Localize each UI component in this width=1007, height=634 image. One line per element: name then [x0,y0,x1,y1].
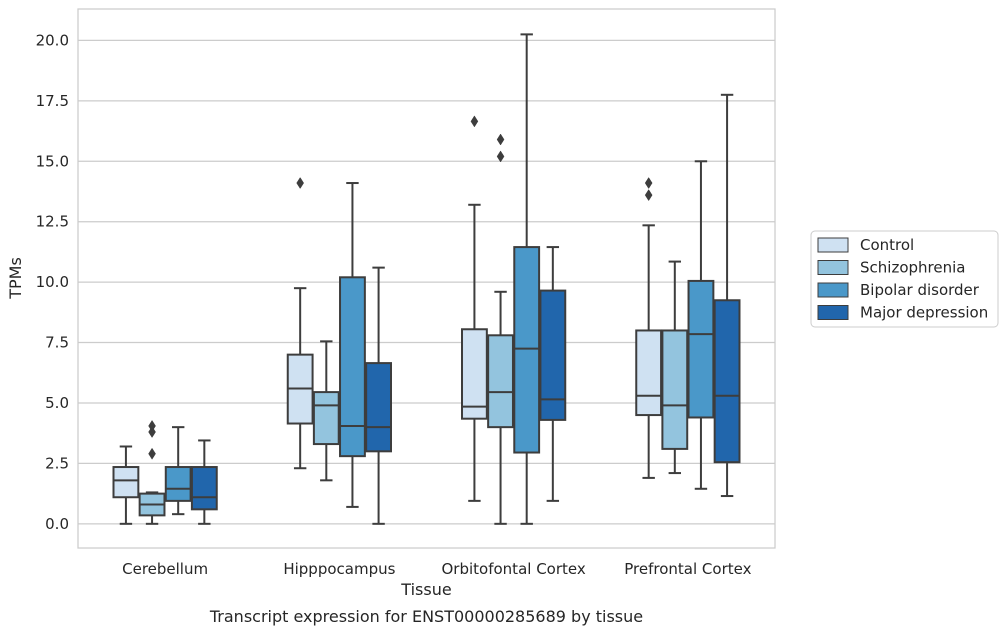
y-axis-label: TPMs [6,257,25,300]
y-tick-label: 20.0 [36,31,69,49]
outlier-point [148,426,156,438]
legend-swatch [817,237,849,253]
boxes [112,33,741,525]
y-tick-label: 5.0 [45,394,69,412]
y-tick-label: 12.5 [36,213,69,231]
y-tick-label: 7.5 [45,334,69,352]
outlier-point [496,133,505,146]
outlier-point [644,177,653,189]
legend-swatch [817,260,849,275]
legend-label: Bipolar disorder [860,281,980,299]
box [687,279,715,419]
legend-label: Control [860,236,914,254]
series-bipolar-disorder [164,33,715,525]
legend-label: Schizophrenia [860,259,965,277]
series-major-depression [190,93,741,525]
plot-background [78,9,775,548]
x-tick-label: Cerebellum [122,560,208,578]
box [513,246,541,454]
box [112,466,140,499]
legend-frame [810,230,999,328]
y-tick-label: 17.5 [36,92,69,110]
series-control [112,115,663,525]
x-tick-label: Orbitofontal Cortex [442,560,586,578]
outlier-point [296,177,304,189]
plot-frame [77,8,776,549]
legend-swatch [817,305,849,320]
x-axis-ticks: Cerebellum Hipppocampus Orbitofontal Corte… [122,560,751,578]
y-tick-label: 10.0 [36,273,69,291]
box [461,328,488,420]
outlier-point [496,150,505,163]
legend: Control Schizophrenia Bipolar disorder Majo… [810,230,999,328]
box [312,391,340,446]
box [365,362,392,453]
y-axis-ticks: 0.0 2.5 5.0 7.5 10.0 12.5 15.0 17.5 20.0 [36,31,69,532]
x-axis-label: Tissue [400,580,451,599]
legend-label: Major depression [860,304,988,322]
box [539,289,567,421]
box [713,299,741,464]
outlier-point [148,419,156,432]
outlier-point [470,115,479,128]
x-tick-label: Hipppocampus [283,560,395,578]
gridlines [78,39,775,525]
y-tick-label: 2.5 [45,454,69,472]
box [164,466,192,502]
y-tick-label: 0.0 [45,515,69,533]
outlier-point [644,189,653,202]
y-tick-label: 15.0 [36,152,69,170]
series-schizophrenia [138,133,689,525]
box [190,466,218,511]
chart-caption: Transcript expression for ENST0000028568… [209,607,643,626]
box [487,334,514,429]
box [635,329,663,417]
box [339,276,366,458]
outlier-point [148,447,156,460]
box [661,329,689,450]
legend-swatch [817,282,849,298]
x-tick-label: Prefrontal Cortex [624,560,751,578]
